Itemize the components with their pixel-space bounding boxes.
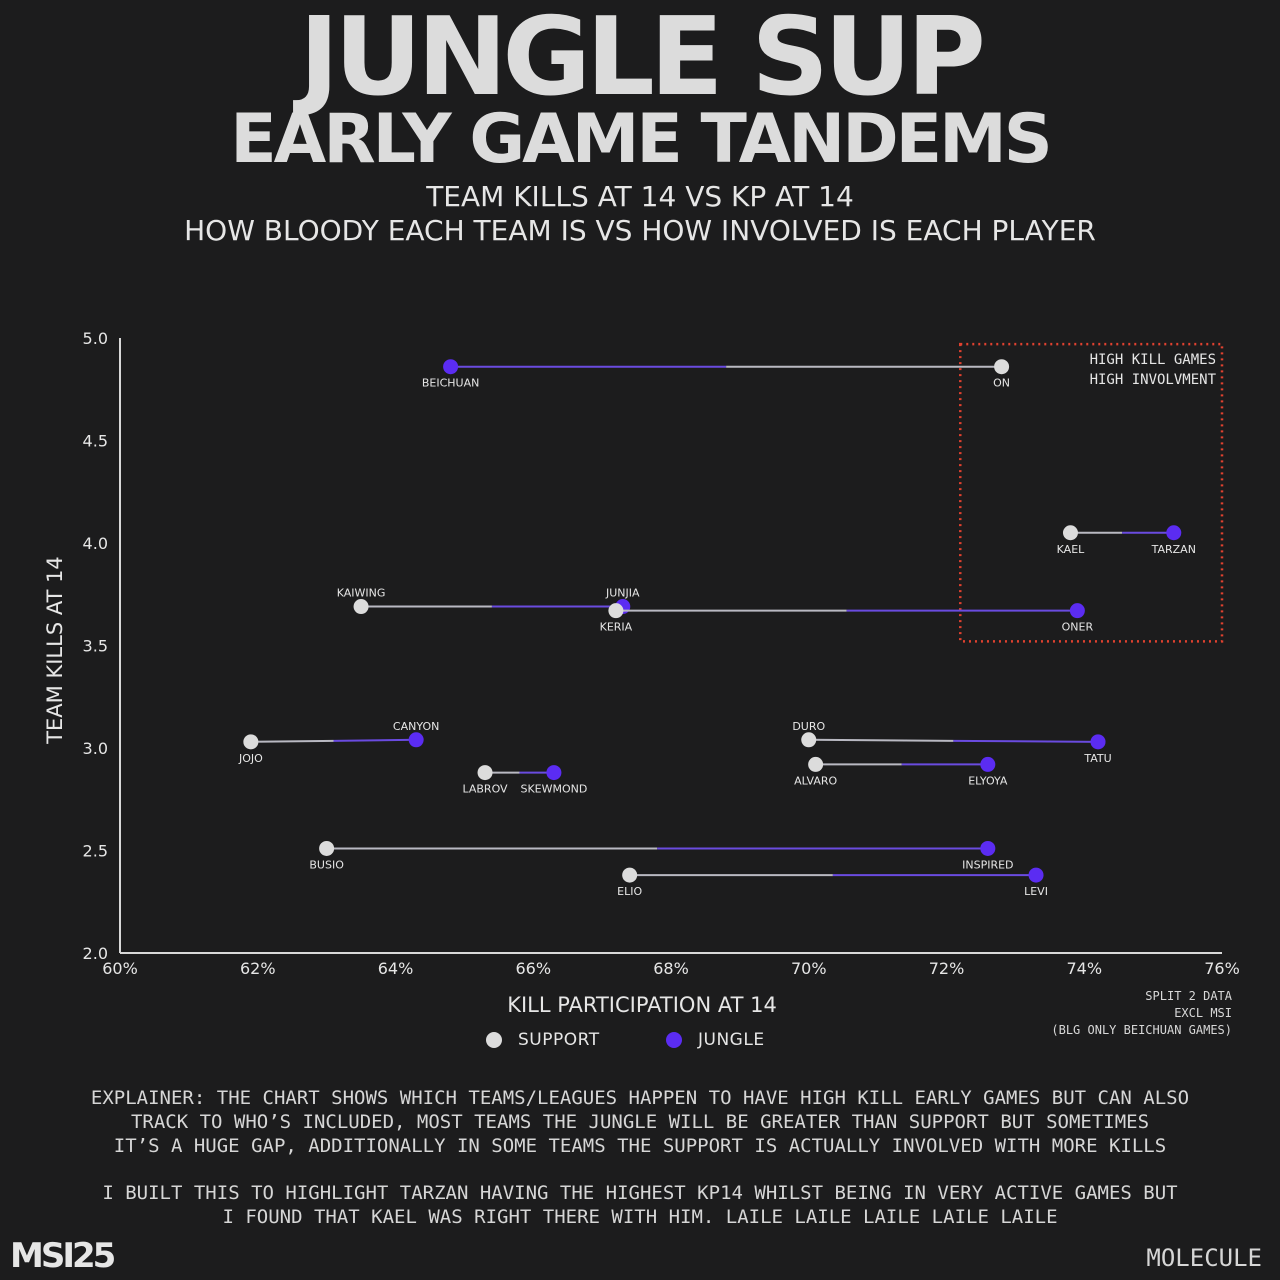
x-tick-label: 68% — [653, 959, 689, 978]
player-pair — [608, 603, 1085, 619]
point-label: BUSIO — [309, 858, 344, 871]
point-label: ELYOYA — [968, 774, 1008, 787]
main-title: JUNGLE SUP — [299, 0, 986, 120]
explainer-line: I FOUND THAT KAEL WAS RIGHT THERE WITH H… — [222, 1206, 1058, 1228]
chart-subtitle-2: HOW BLOODY EACH TEAM IS VS HOW INVOLVED … — [184, 214, 1096, 247]
x-tick-label: 64% — [378, 959, 414, 978]
point-label: ELIO — [617, 885, 642, 898]
note-line-3: (BLG ONLY BEICHUAN GAMES) — [1051, 1023, 1232, 1037]
pair-connector-support-half — [250, 739, 334, 743]
y-tick-label: 2.0 — [83, 944, 108, 963]
player-pair — [353, 599, 631, 615]
chart-subtitle-1: TEAM KILLS AT 14 VS KP AT 14 — [426, 180, 854, 213]
chart-legend: SUPPORT JUNGLE — [0, 1030, 1280, 1056]
support-point — [1062, 525, 1078, 541]
jungle-point — [408, 732, 424, 748]
support-point — [477, 765, 493, 781]
point-label: ON — [993, 377, 1010, 390]
y-tick-label: 4.0 — [83, 534, 108, 553]
point-label: CANYON — [393, 720, 439, 733]
jungle-point — [443, 359, 459, 375]
player-pair — [477, 765, 562, 781]
support-point — [608, 603, 624, 619]
support-point — [622, 867, 638, 883]
legend-jungle: JUNGLE — [666, 1030, 765, 1050]
point-label: INSPIRED — [962, 858, 1013, 871]
support-point — [808, 756, 824, 772]
pair-connector-support-half — [808, 738, 954, 742]
point-label: TARZAN — [1151, 543, 1196, 556]
x-tick-label: 60% — [102, 959, 138, 978]
explainer-paragraph-2: I BUILT THIS TO HIGHLIGHT TARZAN HAVING … — [0, 1181, 1280, 1229]
highlight-region-label-2: HIGH INVOLVMENT — [1090, 372, 1217, 388]
note-line-2: EXCL MSI — [1174, 1006, 1232, 1020]
player-pair — [1062, 525, 1182, 541]
x-tick-label: 62% — [240, 959, 276, 978]
point-label: DURO — [792, 720, 825, 733]
point-label: LEVI — [1024, 885, 1048, 898]
point-label: KAEL — [1057, 543, 1085, 556]
point-label: JUNJIA — [605, 587, 640, 600]
player-pair — [622, 867, 1044, 883]
support-point — [994, 359, 1010, 375]
data-notes: SPLIT 2 DATA EXCL MSI (BLG ONLY BEICHUAN… — [1051, 988, 1232, 1039]
y-tick-label: 4.5 — [83, 432, 108, 451]
jungle-point — [1028, 867, 1044, 883]
brand-name: MOLECULE — [1146, 1244, 1262, 1272]
explainer-line: I BUILT THIS TO HIGHLIGHT TARZAN HAVING … — [102, 1182, 1178, 1204]
jungle-point — [980, 756, 996, 772]
support-point — [319, 840, 335, 856]
y-tick-label: 2.5 — [83, 842, 108, 861]
support-point — [801, 732, 817, 748]
point-label: LABROV — [462, 783, 508, 796]
x-tick-label: 66% — [515, 959, 551, 978]
legend-support: SUPPORT — [486, 1030, 600, 1050]
x-tick-label: 74% — [1066, 959, 1102, 978]
jungle-point — [980, 840, 996, 856]
highlight-region-label-1: HIGH KILL GAMES — [1090, 352, 1216, 368]
y-tick-label: 3.5 — [83, 637, 108, 656]
player-pair — [808, 756, 996, 772]
x-tick-label: 76% — [1204, 959, 1240, 978]
jungle-point — [1166, 525, 1182, 541]
explainer-paragraph-1: EXPLAINER: THE CHART SHOWS WHICH TEAMS/L… — [0, 1086, 1280, 1158]
msi25-logo: MSI25 — [10, 1236, 116, 1276]
jungle-point — [546, 765, 562, 781]
point-label: KAIWING — [337, 587, 386, 600]
support-dot-icon — [486, 1032, 502, 1048]
explainer-line: TRACK TO WHO’S INCLUDED, MOST TEAMS THE … — [130, 1111, 1150, 1133]
note-line-1: SPLIT 2 DATA — [1145, 989, 1232, 1003]
player-pair — [443, 359, 1010, 375]
x-tick-label: 72% — [929, 959, 965, 978]
jungle-point — [1069, 603, 1085, 619]
player-pair — [801, 732, 1106, 750]
main-subtitle-title: EARLY GAME TANDEMS — [230, 100, 1053, 179]
support-point — [353, 599, 369, 615]
point-label: BEICHUAN — [422, 377, 480, 390]
player-pair — [243, 732, 424, 750]
point-label: ONER — [1062, 621, 1094, 634]
pair-connector-jungle-half — [953, 739, 1099, 743]
y-axis-title: TEAM KILLS AT 14 — [43, 556, 67, 745]
explainer-line: EXPLAINER: THE CHART SHOWS WHICH TEAMS/L… — [90, 1087, 1190, 1109]
player-pair — [319, 840, 996, 856]
point-label: KERIA — [600, 621, 633, 634]
y-tick-label: 5.0 — [83, 329, 108, 348]
x-axis-title: KILL PARTICIPATION AT 14 — [507, 993, 777, 1017]
legend-jungle-label: JUNGLE — [698, 1030, 765, 1050]
point-label: TATU — [1083, 752, 1111, 765]
x-tick-label: 70% — [791, 959, 827, 978]
legend-support-label: SUPPORT — [518, 1030, 600, 1050]
point-label: ALVARO — [794, 774, 837, 787]
point-label: SKEWMOND — [520, 783, 587, 796]
y-tick-label: 3.0 — [83, 739, 108, 758]
explainer-line: IT’S A HUGE GAP, ADDITIONALLY IN SOME TE… — [113, 1135, 1167, 1157]
jungle-dot-icon — [666, 1032, 682, 1048]
support-point — [243, 734, 259, 750]
pair-connector-jungle-half — [333, 738, 417, 742]
point-label: JOJO — [238, 752, 263, 765]
jungle-point — [1090, 734, 1106, 750]
